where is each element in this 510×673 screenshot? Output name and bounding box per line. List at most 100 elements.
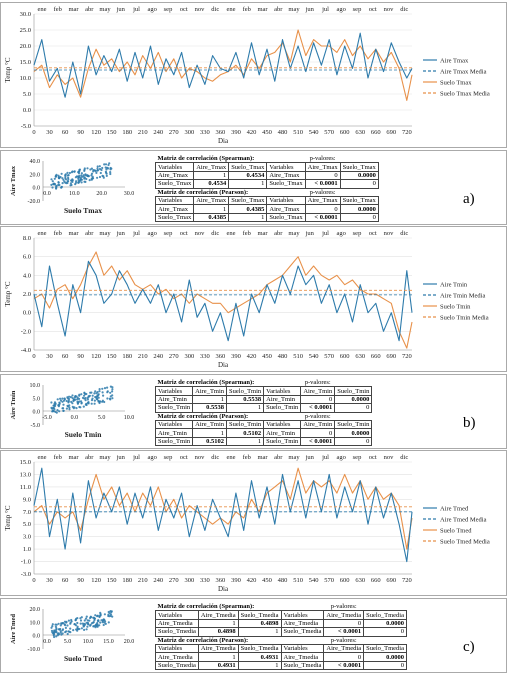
scatter-point: [85, 628, 88, 631]
table-cell: 0: [323, 652, 365, 662]
panel-label: b): [463, 415, 476, 431]
month-label: sep: [164, 230, 173, 237]
scatter-point: [107, 621, 110, 624]
scatter-point: [89, 168, 92, 171]
x-tick-label: 390: [231, 353, 241, 360]
scatter-point: [64, 175, 67, 178]
x-tick-label: 690: [386, 353, 396, 360]
scatter-x-title: Suelo Tmed: [64, 654, 103, 663]
scatter-point: [90, 172, 94, 175]
x-tick-label: 0: [32, 353, 35, 360]
pvalue-title: p-valores:: [330, 603, 357, 611]
x-tick-label: 540: [309, 129, 319, 136]
month-label: jun: [116, 230, 126, 237]
table-row: Matriz de correlación (Pearson): p-valore…: [156, 636, 407, 644]
scatter-point: [107, 163, 110, 167]
scatter-x-tick: 20.0: [96, 191, 107, 197]
scatter-point: [93, 399, 96, 402]
scatter-point: [86, 619, 89, 622]
month-label: oct: [369, 454, 377, 461]
table-cell: 1: [226, 436, 265, 447]
x-tick-label: 210: [138, 577, 148, 584]
scatter-point: [100, 168, 103, 172]
stats-strip: -20.0 0.0 20.0 40.0 0.0 10.0 20.0 30.0 Suelo Tma…: [0, 150, 507, 225]
stats-strip: -10.0 0.0 10.0 20.0 0.0 5.0 10.0 15.0 20.0 Suelo …: [0, 598, 507, 673]
column-header: Aire_Tmedia: [197, 610, 239, 620]
table-cell: < 0.0001: [304, 179, 341, 189]
scatter-point: [81, 175, 84, 178]
row-header: Aire_Tmax: [154, 204, 195, 214]
x-tick-label: 330: [200, 577, 210, 584]
x-tick-label: 720: [402, 577, 412, 584]
scatter-point: [89, 624, 92, 627]
scatter-point: [111, 388, 114, 391]
scatter-point: [71, 170, 74, 173]
scatter-point: [58, 410, 61, 413]
scatter-point: [79, 177, 82, 180]
y-axis-title: Temp °C: [4, 281, 12, 306]
table-row: Matriz de correlación (Pearson): p-valore…: [156, 188, 379, 196]
table-cell: 0: [334, 403, 373, 413]
month-label: dic: [400, 230, 408, 237]
table-cell: < 0.0001: [300, 436, 336, 447]
x-tick-label: 300: [184, 353, 194, 360]
x-tick-label: 630: [355, 129, 365, 136]
y-tick-label: 1.0: [23, 546, 31, 553]
scatter-point: [87, 401, 90, 404]
month-label: feb: [243, 6, 251, 13]
column-header: Variables: [155, 610, 199, 620]
scatter-point: [80, 172, 83, 175]
table-cell: 1: [193, 204, 230, 214]
x-tick-label: 660: [371, 577, 381, 584]
scatter-point: [77, 177, 80, 180]
x-tick-label: 210: [138, 129, 148, 136]
scatter-point: [89, 616, 93, 619]
y-tick-label: -5.0: [21, 123, 31, 130]
scatter-point: [90, 402, 93, 405]
month-label: oct: [180, 230, 188, 237]
month-label: mar: [68, 230, 79, 237]
x-tick-label: 300: [184, 129, 194, 136]
scatter-point: [88, 179, 91, 182]
row-header: Suelo_Tmin: [154, 436, 194, 447]
scatter-point: [96, 619, 99, 622]
column-header: Variables: [154, 162, 195, 172]
month-label: may: [288, 6, 300, 13]
column-header: Aire_Tmax: [193, 195, 230, 206]
scatter-point: [75, 407, 78, 410]
scatter-point: [57, 174, 60, 177]
x-tick-label: 630: [355, 353, 365, 360]
x-tick-label: 270: [169, 353, 179, 360]
scatter-point: [86, 622, 90, 625]
scatter-point: [65, 630, 68, 633]
scatter-point: [53, 408, 56, 411]
month-label: ene: [37, 454, 46, 461]
table-row: Variables Aire_Tmedia Suelo_Tmedia Variable…: [155, 643, 407, 654]
pvalue-title: p-valores:: [304, 412, 331, 420]
x-tick-label: 60: [62, 353, 69, 360]
month-label: jul: [321, 6, 329, 13]
y-tick-label: 10.0: [20, 75, 31, 82]
scatter-point: [67, 397, 71, 401]
scatter-point: [50, 626, 53, 629]
scatter-point: [73, 170, 76, 173]
line-chart: ene feb mar abr may jun jul ago sep oct nov dic ene f…: [4, 230, 489, 369]
scatter-point: [95, 395, 98, 398]
row-header: Suelo_Tmax: [266, 179, 306, 189]
scatter-point: [54, 625, 58, 628]
month-label: abr: [274, 230, 283, 237]
scatter-point: [69, 627, 72, 630]
scatter-point: [86, 167, 89, 170]
scatter-point: [65, 407, 68, 410]
scatter-point: [64, 178, 68, 181]
scatter-point: [105, 171, 108, 174]
x-tick-label: 360: [216, 353, 226, 360]
scatter-y-tick: 20.0: [30, 172, 41, 178]
scatter-point: [71, 402, 74, 405]
row-header: Suelo_Tmax: [154, 212, 195, 223]
scatter-point: [53, 183, 56, 186]
legend-label: Aire Tmax: [440, 58, 469, 65]
chart-frame: [0, 450, 507, 596]
table-cell: < 0.0001: [323, 660, 365, 671]
